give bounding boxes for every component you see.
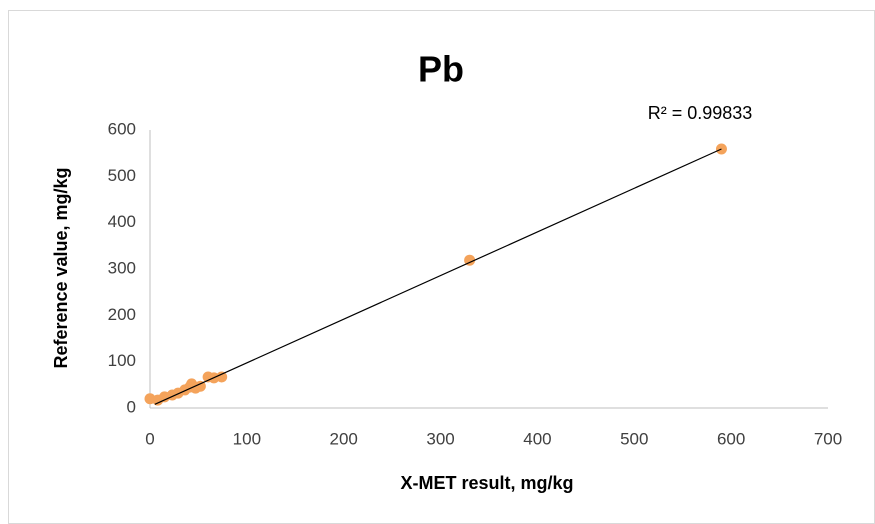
x-tick-label: 500 — [620, 429, 648, 448]
point — [216, 371, 228, 383]
y-tick-label: 500 — [108, 166, 136, 185]
y-tick-label: 300 — [108, 258, 136, 277]
chart-frame — [8, 10, 875, 524]
y-axis-label: Reference value, mg/kg — [51, 167, 71, 368]
x-axis-label: X-MET result, mg/kg — [400, 473, 573, 493]
point — [464, 254, 476, 266]
x-tick-label: 300 — [426, 429, 454, 448]
y-tick-label: 0 — [127, 397, 136, 416]
chart-title: Pb — [418, 49, 464, 90]
x-tick-label: 0 — [145, 429, 154, 448]
x-tick-label: 100 — [233, 429, 261, 448]
y-tick-label: 600 — [108, 119, 136, 138]
y-tick-label: 200 — [108, 305, 136, 324]
trendline — [154, 148, 722, 405]
x-tick-label: 700 — [814, 429, 842, 448]
y-tick-label: 400 — [108, 212, 136, 231]
x-tick-label: 400 — [523, 429, 551, 448]
point — [194, 380, 206, 392]
x-tick-label: 600 — [717, 429, 745, 448]
annotation: R² = 0.99833 — [648, 103, 753, 123]
x-tick-label: 200 — [330, 429, 358, 448]
y-tick-label: 100 — [108, 351, 136, 370]
